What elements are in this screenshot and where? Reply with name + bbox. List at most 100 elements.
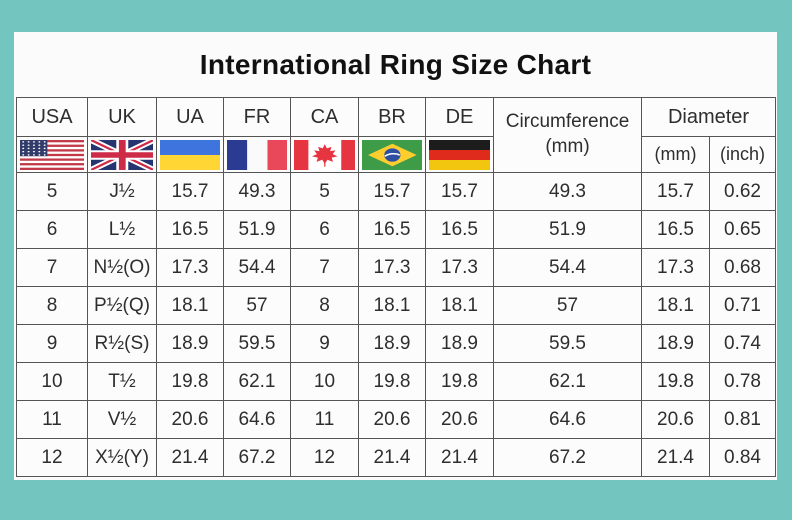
- cell-ua: 18.1: [156, 286, 224, 325]
- cell-br: 18.9: [358, 324, 426, 363]
- cell-diameter_mm: 18.9: [641, 324, 710, 363]
- cell-usa: 10: [16, 362, 88, 401]
- cell-usa: 12: [16, 438, 88, 477]
- cell-de: 18.9: [425, 324, 494, 363]
- table-row: 12 X½(Y) 21.4 67.2 12 21.4 21.4 67.2 21.4 0.84: [16, 438, 777, 477]
- cell-fr: 59.5: [223, 324, 291, 363]
- cell-circumference_mm: 62.1: [493, 362, 642, 401]
- cell-br: 21.4: [358, 438, 426, 477]
- cell-diameter_inch: 0.71: [708, 286, 777, 325]
- fr-flag-cell: [223, 136, 291, 173]
- cell-diameter_inch: 0.84: [708, 438, 777, 477]
- cell-circumference_mm: 57: [493, 286, 642, 325]
- table-row: 10 T½ 19.8 62.1 10 19.8 19.8 62.1 19.8 0.78: [16, 362, 777, 401]
- cell-ca: 8: [290, 286, 359, 325]
- table-row: 7 N½(O) 17.3 54.4 7 17.3 17.3 54.4 17.3 0.68: [16, 248, 777, 287]
- cell-ua: 21.4: [156, 438, 224, 477]
- cell-ca: 6: [290, 210, 359, 249]
- uk-flag-cell: [87, 136, 157, 173]
- cell-fr: 67.2: [223, 438, 291, 477]
- cell-fr: 54.4: [223, 248, 291, 287]
- ring-size-table: USA UK UA FR CA BR DE Circumference (mm)…: [16, 97, 777, 477]
- cell-br: 15.7: [358, 172, 426, 211]
- cell-usa: 5: [16, 172, 88, 211]
- cell-usa: 6: [16, 210, 88, 249]
- cell-circumference_mm: 64.6: [493, 400, 642, 439]
- column-header-ca: CA: [290, 97, 359, 137]
- cell-uk: L½: [87, 210, 157, 249]
- circumference-unit-label: (mm): [545, 136, 590, 157]
- column-header-diameter-mm: (mm): [641, 136, 710, 173]
- ring-size-chart-sheet: International Ring Size Chart USA UK UA …: [14, 32, 777, 480]
- cell-br: 20.6: [358, 400, 426, 439]
- table-row: 6 L½ 16.5 51.9 6 16.5 16.5 51.9 16.5 0.65: [16, 210, 777, 249]
- france-flag-icon: [226, 139, 288, 170]
- cell-circumference_mm: 54.4: [493, 248, 642, 287]
- table-row: 5 J½ 15.7 49.3 5 15.7 15.7 49.3 15.7 0.62: [16, 172, 777, 211]
- cell-uk: P½(Q): [87, 286, 157, 325]
- cell-ua: 19.8: [156, 362, 224, 401]
- cell-diameter_mm: 17.3: [641, 248, 710, 287]
- cell-usa: 9: [16, 324, 88, 363]
- table-row: 8 P½(Q) 18.1 57 8 18.1 18.1 57 18.1 0.71: [16, 286, 777, 325]
- flag-row: (mm) (inch): [16, 136, 777, 173]
- cell-circumference_mm: 49.3: [493, 172, 642, 211]
- cell-diameter_mm: 19.8: [641, 362, 710, 401]
- cell-de: 15.7: [425, 172, 494, 211]
- cell-diameter_inch: 0.74: [708, 324, 777, 363]
- brazil-flag-icon: [361, 139, 423, 170]
- circumference-label: Circumference: [505, 111, 630, 133]
- cell-ua: 15.7: [156, 172, 224, 211]
- cell-br: 17.3: [358, 248, 426, 287]
- column-header-diameter: Diameter: [640, 97, 777, 137]
- column-header-diameter-inch: (inch): [708, 136, 777, 173]
- column-header-fr: FR: [223, 97, 291, 137]
- cell-circumference_mm: 59.5: [493, 324, 642, 363]
- cell-diameter_inch: 0.68: [708, 248, 777, 287]
- cell-ca: 10: [290, 362, 359, 401]
- cell-ca: 11: [290, 400, 359, 439]
- cell-de: 18.1: [425, 286, 494, 325]
- us-flag-icon: [19, 139, 85, 170]
- cell-uk: V½: [87, 400, 157, 439]
- cell-uk: X½(Y): [87, 438, 157, 477]
- cell-uk: N½(O): [87, 248, 157, 287]
- cell-de: 21.4: [425, 438, 494, 477]
- cell-ua: 20.6: [156, 400, 224, 439]
- cell-usa: 8: [16, 286, 88, 325]
- cell-usa: 7: [16, 248, 88, 287]
- table-header: USA UK UA FR CA BR DE Circumference (mm)…: [16, 97, 777, 173]
- cell-diameter_mm: 15.7: [641, 172, 710, 211]
- cell-br: 19.8: [358, 362, 426, 401]
- ukraine-flag-icon: [159, 139, 221, 170]
- column-header-usa: USA: [16, 97, 88, 137]
- cell-br: 16.5: [358, 210, 426, 249]
- cell-diameter_inch: 0.81: [708, 400, 777, 439]
- table-body: 5 J½ 15.7 49.3 5 15.7 15.7 49.3 15.7 0.62 6 L½ 16.5 5…: [16, 172, 777, 477]
- uk-flag-icon: [90, 139, 154, 170]
- column-header-circumference: Circumference (mm): [493, 97, 642, 173]
- table-row: 9 R½(S) 18.9 59.5 9 18.9 18.9 59.5 18.9 0.74: [16, 324, 777, 363]
- cell-fr: 62.1: [223, 362, 291, 401]
- cell-usa: 11: [16, 400, 88, 439]
- cell-ua: 17.3: [156, 248, 224, 287]
- cell-ua: 18.9: [156, 324, 224, 363]
- cell-diameter_mm: 18.1: [641, 286, 710, 325]
- cell-uk: J½: [87, 172, 157, 211]
- cell-uk: R½(S): [87, 324, 157, 363]
- cell-ca: 12: [290, 438, 359, 477]
- column-header-ua: UA: [156, 97, 224, 137]
- column-header-uk: UK: [87, 97, 157, 137]
- country-label-row: USA UK UA FR CA BR DE Circumference (mm)…: [16, 97, 777, 173]
- cell-fr: 64.6: [223, 400, 291, 439]
- cell-de: 17.3: [425, 248, 494, 287]
- usa-flag-cell: [16, 136, 88, 173]
- de-flag-cell: [425, 136, 494, 173]
- cell-circumference_mm: 51.9: [493, 210, 642, 249]
- ua-flag-cell: [156, 136, 224, 173]
- cell-diameter_inch: 0.62: [708, 172, 777, 211]
- cell-fr: 49.3: [223, 172, 291, 211]
- column-header-de: DE: [425, 97, 494, 137]
- cell-diameter_inch: 0.65: [708, 210, 777, 249]
